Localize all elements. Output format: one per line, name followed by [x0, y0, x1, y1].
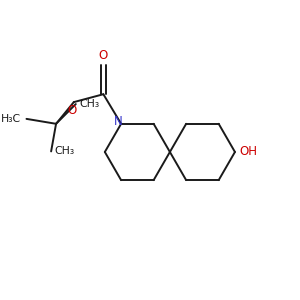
Text: CH₃: CH₃	[55, 146, 75, 156]
Text: O: O	[67, 103, 76, 116]
Text: OH: OH	[240, 146, 258, 158]
Text: H₃C: H₃C	[1, 114, 21, 124]
Text: N: N	[114, 115, 122, 128]
Text: O: O	[99, 49, 108, 62]
Text: CH₃: CH₃	[80, 99, 100, 109]
